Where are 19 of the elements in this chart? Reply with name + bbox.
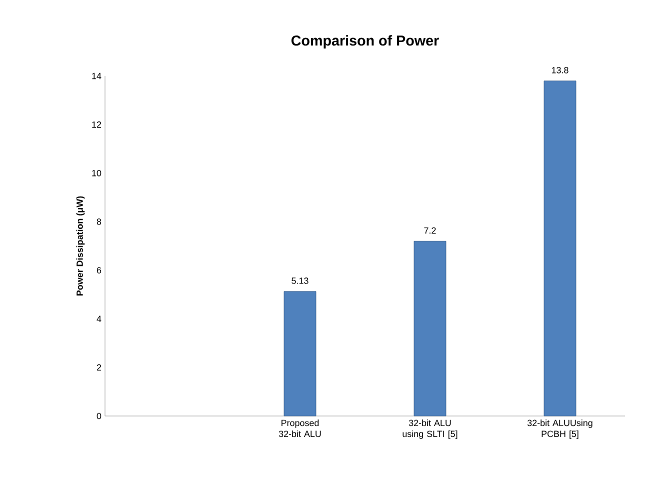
data-label: 7.2 — [424, 227, 436, 234]
y-tick-label: 14 — [92, 72, 102, 80]
y-tick-label: 0 — [96, 412, 102, 420]
chart-title: Comparison of Power — [291, 35, 439, 49]
data-label: 5.13 — [292, 278, 308, 284]
data-label: 13.8 — [552, 66, 568, 74]
x-tick-label: 32-bit ALUUsing PCBH [5] — [527, 420, 592, 439]
y-tick-label: 12 — [92, 121, 102, 128]
y-tick-label: 2 — [96, 364, 102, 371]
bar — [284, 291, 316, 416]
y-tick-label: 4 — [96, 316, 102, 322]
x-tick-label: Proposed 32-bit ALU — [278, 420, 321, 438]
y-tick-label: 6 — [96, 267, 102, 274]
y-tick-label: 8 — [96, 218, 102, 225]
y-tick-label: 10 — [92, 170, 102, 176]
bar — [544, 80, 576, 416]
bar — [414, 240, 446, 416]
y-axis-title: Power Dissipation (μW) — [76, 196, 85, 296]
x-tick-label: 32-bit ALU using SLTI [5] — [402, 420, 458, 439]
